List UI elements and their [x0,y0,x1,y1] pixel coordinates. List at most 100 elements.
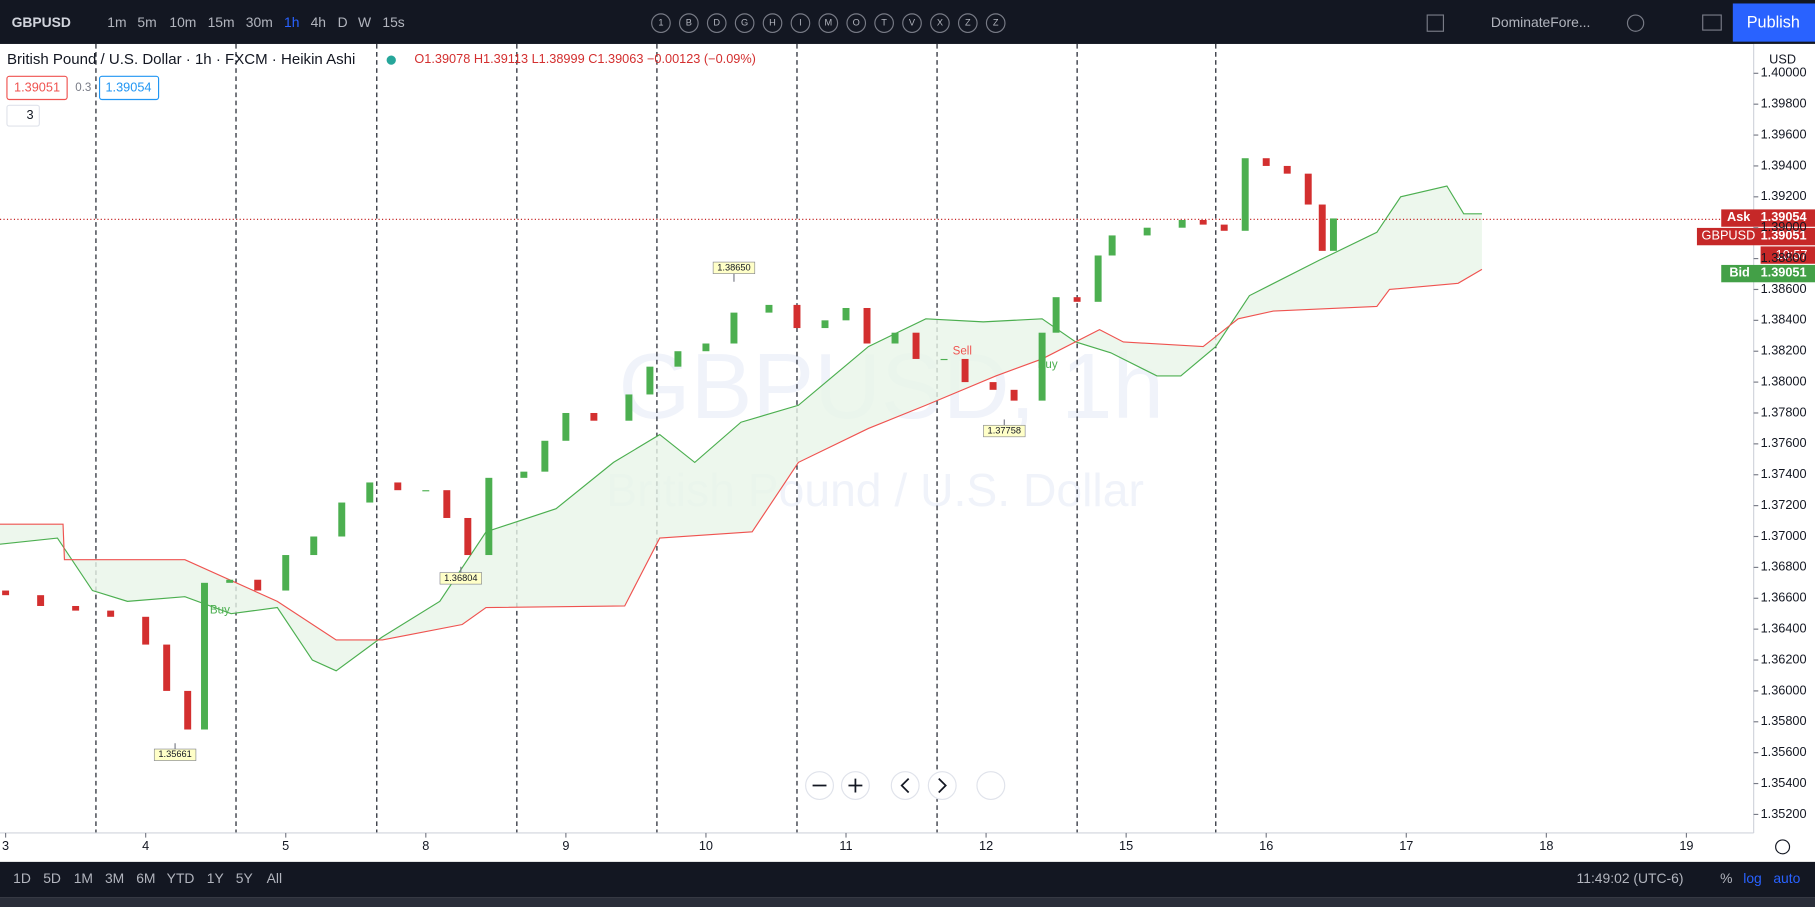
y-tick-label: 1.38000 [1761,373,1807,388]
candle [1329,218,1337,251]
candle [282,555,290,591]
candle [625,394,633,421]
tool[interactable]: D [713,18,720,28]
axis-settings[interactable] [1775,839,1791,855]
candle [702,343,710,352]
y-tick-label: 1.38200 [1761,343,1807,358]
range[interactable]: 5D [43,870,61,886]
indicators-count[interactable]: 3 [27,107,34,122]
range[interactable]: 1D [13,870,31,886]
auto[interactable]: auto [1773,870,1800,886]
publish-button[interactable] [1732,3,1815,42]
candle [541,440,549,472]
last-price: 1.39051 [1761,227,1807,242]
candle [1262,158,1270,166]
tool[interactable]: 1 [658,18,663,28]
x-tick-label: 9 [562,838,569,853]
tool[interactable]: O [853,18,860,28]
tool[interactable]: I [799,18,802,28]
y-tick-label: 1.40000 [1761,65,1807,80]
range[interactable]: YTD [167,870,195,886]
extreme-label: 1.38650 [717,262,750,272]
y-tick-label: 1.39400 [1761,157,1807,172]
tool-circle[interactable] [651,13,671,33]
ohlc: O1.39078 H1.39113 L1.38999 C1.39063 −0.0… [414,52,756,67]
x-tick-label: 5 [282,838,289,853]
tool-circle[interactable] [846,13,867,33]
ask-box[interactable] [98,75,160,101]
log[interactable]: log [1743,870,1762,886]
y-tick-label: 1.38600 [1761,281,1807,296]
tool-circle[interactable] [874,13,894,33]
camera-icon[interactable] [1702,14,1722,31]
tool[interactable]: Z [965,18,971,28]
cloud-line [0,185,1482,672]
interval[interactable]: 1m [107,14,126,30]
icon[interactable] [1426,14,1445,32]
indicator-toggle[interactable] [6,104,40,127]
range[interactable]: 6M [136,870,155,886]
candle [940,358,948,361]
ask[interactable]: 1.39054 [105,79,151,94]
tool-circle[interactable] [706,13,727,33]
range[interactable]: 1M [74,870,93,886]
range[interactable]: 3M [105,870,124,886]
tool[interactable]: B [686,18,692,28]
interval[interactable]: W [358,14,372,30]
interval[interactable]: 30m [246,14,273,30]
range[interactable]: 1Y [207,870,224,886]
candle [1038,332,1046,401]
signal: Buy [1038,359,1058,371]
range[interactable]: 5Y [236,870,253,886]
tool-circle[interactable] [818,13,839,33]
interval[interactable]: D [338,14,348,30]
layout-name[interactable]: DominateFore... [1491,14,1591,30]
tool[interactable]: Z [993,18,999,28]
reset[interactable] [976,771,1006,800]
bid-box[interactable] [6,75,68,101]
candle [891,332,899,344]
candle [989,382,997,390]
scroll-right[interactable] [927,771,957,800]
range[interactable]: All [267,870,282,886]
x-tick-label: 10 [699,838,713,853]
candle [107,610,115,617]
candle [863,307,871,344]
legend-title: British Pound / U.S. Dollar · 1h · FXCM … [7,51,355,68]
x-tick-label: 3 [2,838,9,853]
interval[interactable]: 15m [208,14,235,30]
interval[interactable]: 1h [284,14,299,30]
interval[interactable]: 4h [311,14,326,30]
interval[interactable]: 10m [169,14,196,30]
tool[interactable]: V [909,18,916,28]
tool[interactable]: X [937,18,943,28]
tool[interactable]: G [741,18,748,28]
publish[interactable]: Publish [1747,13,1800,31]
tool-circle[interactable] [957,13,978,33]
change: −0.00123 (−0.09%) [647,52,756,67]
bid[interactable]: 1.39051 [14,79,60,94]
bid-price: 1.39051 [1761,264,1807,279]
interval[interactable]: 5m [137,14,156,30]
scroll-left[interactable] [890,771,920,800]
tool[interactable]: H [769,18,776,28]
tool-circle[interactable] [985,13,1006,33]
settings-icon[interactable] [1626,14,1645,32]
symbol[interactable]: GBPUSD [12,14,71,30]
tool-circle[interactable] [790,13,811,33]
candle [520,471,528,478]
y-tick-label: 1.37200 [1761,497,1807,512]
candle [254,579,262,591]
tool-circle[interactable] [930,13,950,33]
tool-circle[interactable] [762,13,783,33]
candle [793,304,801,329]
tool-circle[interactable] [902,13,922,33]
tool[interactable]: M [824,18,832,28]
tool[interactable]: T [881,18,887,28]
tool-circle[interactable] [734,13,755,33]
interval[interactable]: 15s [382,14,404,30]
tool-circle[interactable] [679,13,699,33]
x-tick-label: 19 [1679,838,1693,853]
percent[interactable]: % [1720,870,1732,886]
